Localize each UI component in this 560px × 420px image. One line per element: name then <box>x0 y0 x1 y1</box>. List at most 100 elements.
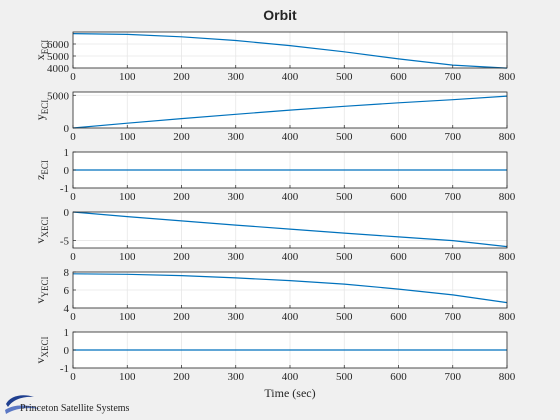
company-logo: Princeton Satellite Systems <box>5 395 130 414</box>
y-tick-label: -1 <box>60 183 69 195</box>
x-tick-label: 600 <box>390 131 407 143</box>
x-tick-label: 200 <box>173 131 190 143</box>
y-tick-label: 5000 <box>47 51 70 63</box>
logo-swoosh-lower-icon <box>5 405 40 414</box>
x-tick-label: 400 <box>282 71 299 83</box>
y-tick-label: 1 <box>64 147 70 159</box>
y-tick-label: 6 <box>64 285 70 297</box>
x-tick-label: 200 <box>173 371 190 383</box>
data-line <box>72 211 508 248</box>
x-tick-label: 100 <box>119 131 136 143</box>
x-tick-label: 500 <box>336 371 353 383</box>
x-tick-label: 0 <box>70 71 76 83</box>
data-line <box>72 273 508 304</box>
x-tick-label: 100 <box>119 191 136 203</box>
logo-swoosh-icon <box>6 395 34 407</box>
y-tick-label: 0 <box>64 345 70 357</box>
y-tick-label: -5 <box>60 236 70 248</box>
y-axis-label-main: x <box>33 54 47 60</box>
x-tick-label: 300 <box>228 371 245 383</box>
y-tick-label: 8 <box>64 267 70 279</box>
x-tick-label: 700 <box>445 71 462 83</box>
y-axis-label: xECI <box>33 40 50 61</box>
y-tick-label: 5000 <box>47 90 70 102</box>
x-tick-label: 800 <box>499 191 516 203</box>
x-tick-label: 500 <box>336 251 353 263</box>
y-axis-label: vXECI <box>33 337 50 364</box>
subplot-1: 0 100 200 300 400 500 600 700 800 400050006000xEC… <box>33 31 516 83</box>
subplot-5: 0 100 200 300 400 500 600 700 800 4 6 8 vYECI <box>33 267 516 323</box>
x-tick-label: 0 <box>70 191 76 203</box>
y-axis-label: zECI <box>33 160 50 180</box>
x-tick-label: 500 <box>336 191 353 203</box>
y-axis-label-main: y <box>33 114 47 120</box>
y-axis-label-main: v <box>33 238 47 244</box>
x-tick-label: 600 <box>390 371 407 383</box>
x-tick-label: 500 <box>336 311 353 323</box>
y-tick-label: 0 <box>64 165 70 177</box>
x-tick-label: 0 <box>70 371 76 383</box>
subplot-stack: 0 100 200 300 400 500 600 700 800400050006000xEC… <box>33 31 516 383</box>
y-axis-label: vYECI <box>33 277 50 304</box>
x-tick-label: 100 <box>119 311 136 323</box>
x-tick-label: 300 <box>228 251 245 263</box>
x-tick-label: 200 <box>173 71 190 83</box>
y-axis-label-subscript: ECI <box>40 40 50 55</box>
x-tick-label: 600 <box>390 311 407 323</box>
x-axis-label: Time (sec) <box>264 386 315 400</box>
y-axis-label-main: v <box>33 358 47 364</box>
x-tick-label: 300 <box>228 131 245 143</box>
y-tick-label: 0 <box>64 207 70 219</box>
y-tick-label: 1 <box>64 327 70 339</box>
y-axis-label-main: z <box>33 175 47 180</box>
x-tick-label: 600 <box>390 191 407 203</box>
x-tick-label: 800 <box>499 131 516 143</box>
x-tick-label: 500 <box>336 71 353 83</box>
x-tick-label: 0 <box>70 251 76 263</box>
x-tick-label: 700 <box>445 371 462 383</box>
y-axis-label: vXECI <box>33 217 50 244</box>
x-tick-label: 700 <box>445 191 462 203</box>
x-tick-label: 100 <box>119 71 136 83</box>
y-axis-label-subscript: ECI <box>40 100 50 115</box>
x-tick-label: 300 <box>228 71 245 83</box>
x-tick-label: 400 <box>282 371 299 383</box>
x-tick-label: 0 <box>70 311 76 323</box>
data-line <box>72 95 508 129</box>
y-axis-label: yECI <box>33 100 50 121</box>
x-tick-label: 200 <box>173 251 190 263</box>
x-tick-label: 400 <box>282 251 299 263</box>
y-tick-label: 6000 <box>47 39 70 51</box>
x-tick-label: 700 <box>445 311 462 323</box>
y-tick-label: 4 <box>64 303 70 315</box>
x-tick-label: 200 <box>173 311 190 323</box>
x-tick-label: 800 <box>499 251 516 263</box>
x-tick-label: 500 <box>336 131 353 143</box>
y-axis-label-subscript: YECI <box>40 277 50 298</box>
x-tick-label: 400 <box>282 131 299 143</box>
y-tick-label: -1 <box>60 363 69 375</box>
x-tick-label: 400 <box>282 191 299 203</box>
x-tick-label: 800 <box>499 371 516 383</box>
x-tick-label: 600 <box>390 251 407 263</box>
y-axis-label-subscript: ECI <box>40 160 50 175</box>
x-tick-label: 400 <box>282 311 299 323</box>
x-tick-label: 800 <box>499 71 516 83</box>
x-tick-label: 300 <box>228 191 245 203</box>
y-axis-label-main: v <box>33 298 47 304</box>
x-tick-label: 800 <box>499 311 516 323</box>
y-axis-label-subscript: XECI <box>40 217 50 238</box>
x-tick-label: 700 <box>445 251 462 263</box>
x-tick-label: 100 <box>119 371 136 383</box>
x-tick-label: 0 <box>70 131 76 143</box>
figure-title: Orbit <box>263 7 297 23</box>
x-tick-label: 100 <box>119 251 136 263</box>
y-tick-label: 4000 <box>47 63 70 75</box>
x-tick-label: 300 <box>228 311 245 323</box>
y-tick-label: 0 <box>64 123 70 135</box>
company-logo-text: Princeton Satellite Systems <box>20 403 130 414</box>
